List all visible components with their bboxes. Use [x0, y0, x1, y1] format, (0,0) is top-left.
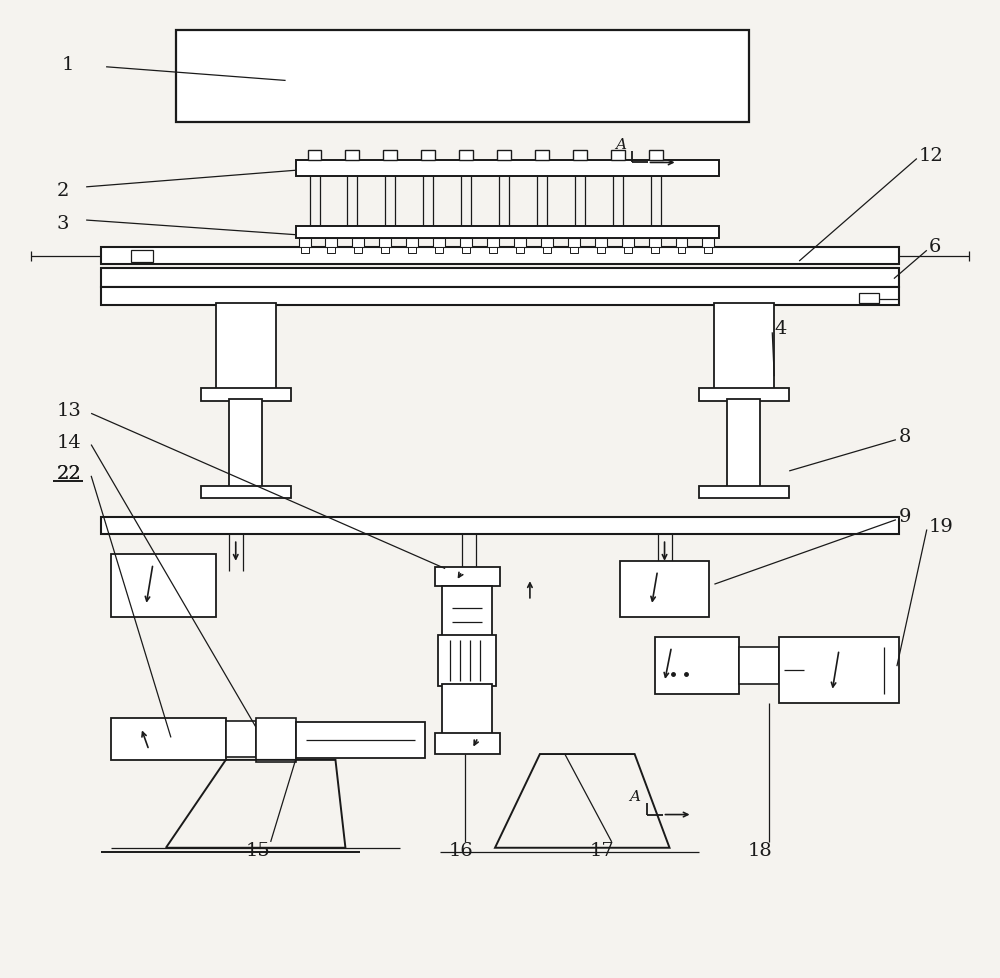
- Bar: [345, 151, 359, 160]
- Bar: [779, 638, 899, 703]
- Bar: [570, 248, 578, 254]
- Bar: [256, 718, 296, 762]
- Bar: [678, 248, 685, 254]
- Bar: [595, 239, 607, 248]
- Bar: [714, 304, 774, 391]
- Bar: [699, 388, 789, 401]
- Text: 15: 15: [246, 841, 270, 859]
- Bar: [699, 486, 789, 499]
- Bar: [859, 294, 879, 304]
- Bar: [101, 517, 899, 535]
- Bar: [514, 239, 526, 248]
- Bar: [354, 248, 362, 254]
- Bar: [435, 567, 500, 587]
- Bar: [462, 248, 470, 254]
- Bar: [597, 248, 605, 254]
- Bar: [296, 160, 719, 177]
- Bar: [543, 248, 551, 254]
- Bar: [226, 721, 256, 757]
- Bar: [704, 248, 712, 254]
- Text: 14: 14: [56, 433, 81, 451]
- Bar: [535, 151, 549, 160]
- Text: A: A: [615, 138, 626, 152]
- Text: 3: 3: [56, 215, 69, 233]
- Text: 22: 22: [56, 465, 81, 482]
- Bar: [497, 151, 511, 160]
- Bar: [229, 399, 262, 489]
- Bar: [541, 239, 553, 248]
- Text: 12: 12: [919, 147, 944, 164]
- Bar: [308, 151, 321, 160]
- Bar: [408, 248, 416, 254]
- Bar: [406, 239, 418, 248]
- Bar: [487, 239, 499, 248]
- Bar: [296, 722, 425, 758]
- Bar: [649, 151, 663, 160]
- Bar: [739, 647, 779, 684]
- Bar: [379, 239, 391, 248]
- Bar: [296, 227, 719, 239]
- Bar: [101, 248, 899, 265]
- Text: 16: 16: [448, 841, 473, 859]
- Text: 19: 19: [929, 517, 954, 535]
- Text: 13: 13: [56, 402, 81, 420]
- Text: 6: 6: [929, 239, 941, 256]
- Bar: [435, 248, 443, 254]
- Bar: [433, 239, 445, 248]
- Bar: [649, 239, 661, 248]
- Text: 22: 22: [56, 465, 81, 482]
- Bar: [216, 304, 276, 391]
- Text: A: A: [630, 789, 641, 803]
- Bar: [624, 248, 632, 254]
- Bar: [383, 151, 397, 160]
- Bar: [460, 239, 472, 248]
- Bar: [327, 248, 335, 254]
- Bar: [352, 239, 364, 248]
- Bar: [131, 251, 153, 263]
- Bar: [301, 248, 309, 254]
- Text: 9: 9: [899, 508, 911, 525]
- Bar: [111, 718, 226, 760]
- Bar: [325, 239, 337, 248]
- Bar: [655, 638, 739, 693]
- Bar: [421, 151, 435, 160]
- Bar: [442, 684, 492, 734]
- Bar: [620, 561, 709, 618]
- Text: 18: 18: [747, 841, 772, 859]
- Bar: [111, 555, 216, 618]
- Bar: [101, 269, 899, 289]
- Bar: [442, 587, 492, 638]
- Bar: [201, 486, 291, 499]
- Bar: [727, 399, 760, 489]
- Bar: [622, 239, 634, 248]
- Text: 1: 1: [61, 56, 74, 73]
- Bar: [101, 289, 899, 306]
- Bar: [676, 239, 687, 248]
- Bar: [489, 248, 497, 254]
- Bar: [702, 239, 714, 248]
- Bar: [438, 636, 496, 686]
- Bar: [516, 248, 524, 254]
- Bar: [459, 151, 473, 160]
- Text: 2: 2: [56, 182, 69, 200]
- Bar: [573, 151, 587, 160]
- Bar: [611, 151, 625, 160]
- Bar: [201, 388, 291, 401]
- Bar: [299, 239, 311, 248]
- Bar: [435, 733, 500, 754]
- Bar: [651, 248, 659, 254]
- Bar: [568, 239, 580, 248]
- Text: 17: 17: [590, 841, 614, 859]
- Text: 8: 8: [899, 427, 911, 445]
- Text: 4: 4: [774, 320, 787, 338]
- Bar: [381, 248, 389, 254]
- Bar: [176, 30, 749, 123]
